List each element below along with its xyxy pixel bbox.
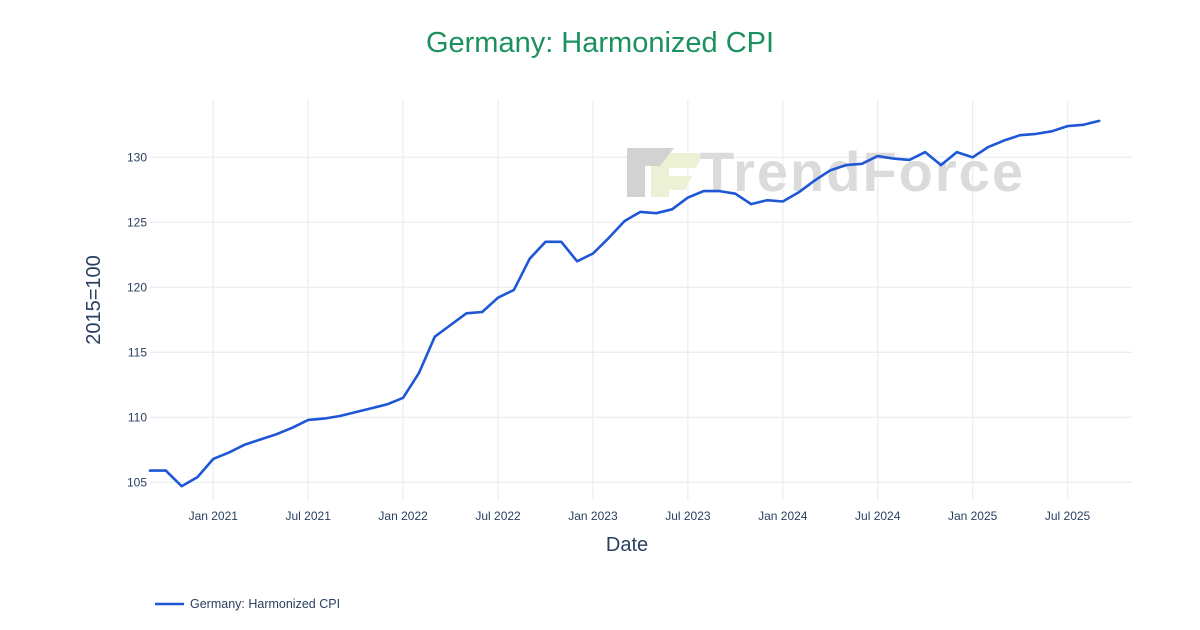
x-tick-label: Jul 2023 [665,509,711,523]
x-tick-label: Jan 2023 [568,509,618,523]
x-tick-label: Jul 2024 [855,509,901,523]
x-tick-label: Jan 2025 [948,509,998,523]
y-tick-label: 105 [127,475,147,489]
x-tick-label: Jul 2022 [475,509,521,523]
y-tick-label: 110 [128,410,147,424]
y-tick-label: 120 [127,280,147,294]
y-axis-title: 2015=100 [83,255,105,345]
x-tick-label: Jan 2024 [758,509,808,523]
legend-item[interactable]: Germany: Harmonized CPI [155,597,340,611]
x-tick-label: Jul 2021 [286,509,332,523]
y-tick-label: 115 [128,345,147,359]
watermark-text: TrendForce [700,140,1025,203]
x-tick-label: Jul 2025 [1045,509,1091,523]
x-axis-title: Date [606,534,648,556]
cpi-series-line [148,119,1101,488]
watermark: TrendForce [627,140,1025,203]
x-tick-label: Jan 2022 [378,509,428,523]
y-axis-tick-labels: 105 110 115 120 125 130 [127,150,147,489]
x-axis-tick-labels: Jan 2021 Jul 2021 Jan 2022 Jul 2022 Jan 2023… [189,509,1091,523]
chart-title: Germany: Harmonized CPI [426,27,774,59]
y-tick-label: 125 [127,215,147,229]
y-tick-label: 130 [127,150,147,164]
legend-label: Germany: Harmonized CPI [190,597,340,611]
x-tick-label: Jan 2021 [189,509,239,523]
watermark-logo-f-icon [651,153,703,197]
watermark-logo-slash-icon [627,148,674,197]
